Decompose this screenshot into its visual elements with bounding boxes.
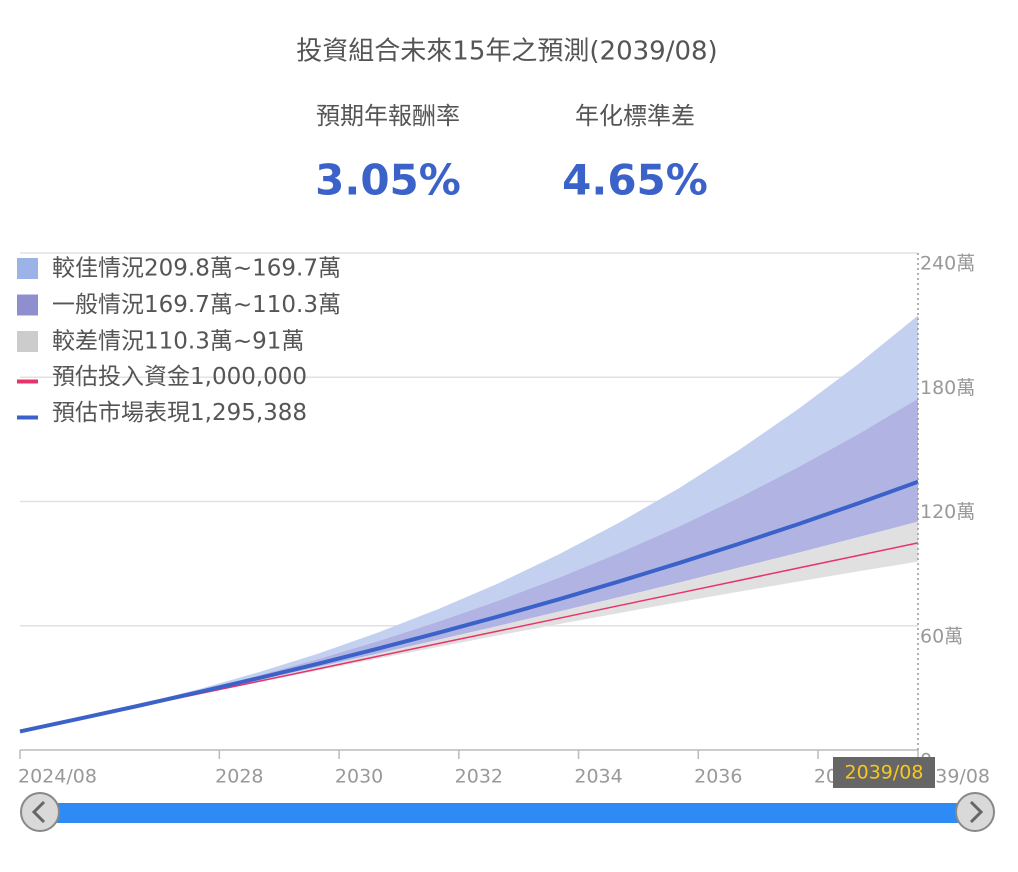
tooltip-text: 2039/08 bbox=[845, 762, 924, 784]
legend-label: 一般情況169.7萬~110.3萬 bbox=[52, 292, 341, 318]
stat-label: 年化標準差 bbox=[575, 102, 695, 130]
stat-label: 預期年報酬率 bbox=[316, 102, 460, 130]
line bbox=[19, 479, 919, 734]
chart-title: 投資組合未來15年之預測(2039/08) bbox=[296, 37, 717, 67]
tooltip-box bbox=[833, 757, 935, 788]
slider-arrow bbox=[969, 800, 984, 824]
legend-label: 較差情況110.3萬~91萬 bbox=[52, 329, 304, 355]
legend-swatch bbox=[17, 294, 38, 316]
stat-value: 4.65% bbox=[562, 156, 708, 205]
x-tick-label: 2028 bbox=[215, 766, 263, 788]
x-tick-label: 2034 bbox=[574, 766, 622, 788]
y-tick-label: 60萬 bbox=[920, 625, 963, 647]
x-tick-label: 2024/08 bbox=[18, 766, 97, 788]
x-tick-label: 2032 bbox=[455, 766, 503, 788]
legend-swatch bbox=[17, 331, 38, 352]
legend-label: 預估投入資金1,000,000 bbox=[52, 364, 307, 390]
y-tick-label: 120萬 bbox=[920, 501, 975, 523]
slider-button[interactable] bbox=[20, 792, 60, 832]
legend-swatch bbox=[17, 258, 38, 279]
legend-swatch bbox=[17, 379, 38, 384]
y-tick-label: 180萬 bbox=[920, 377, 975, 399]
y-tick-label: 240萬 bbox=[920, 253, 975, 275]
legend-swatch bbox=[17, 415, 38, 420]
legend-label: 預估市場表現1,295,388 bbox=[52, 400, 307, 426]
slider-track[interactable] bbox=[40, 803, 975, 823]
legend-label: 較佳情況209.8萬~169.7萬 bbox=[52, 256, 341, 282]
slider-arrow bbox=[31, 800, 46, 824]
x-tick-label: 2030 bbox=[335, 766, 383, 788]
x-tick-label: 2036 bbox=[694, 766, 742, 788]
area-band bbox=[20, 398, 918, 732]
slider-button[interactable] bbox=[955, 792, 995, 832]
stat-value: 3.05% bbox=[315, 156, 461, 205]
